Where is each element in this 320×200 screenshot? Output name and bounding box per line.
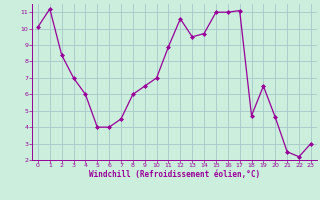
X-axis label: Windchill (Refroidissement éolien,°C): Windchill (Refroidissement éolien,°C)	[89, 170, 260, 179]
